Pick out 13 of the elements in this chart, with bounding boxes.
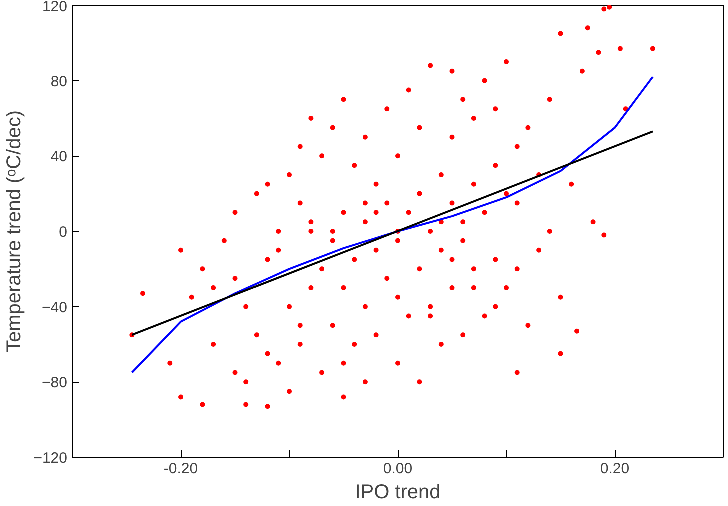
- y-tick-label: −120: [34, 450, 68, 467]
- y-tick-label: 0: [59, 224, 68, 241]
- y-tick-label: −80: [42, 374, 68, 392]
- x-axis-title: IPO trend: [355, 482, 441, 504]
- y-tick-label: 80: [50, 73, 68, 90]
- x-tick-label: -0.20: [164, 460, 198, 478]
- y-tick-label: −40: [42, 299, 68, 316]
- x-tick-label: 0.20: [600, 460, 630, 478]
- y-axis-title: Temperature trend (ᵒC/dec): [4, 110, 26, 353]
- line-series: [131, 76, 654, 374]
- y-tick-label: 40: [50, 148, 68, 166]
- y-tick-label: 120: [42, 0, 68, 16]
- x-tick-label: 0.00: [383, 460, 413, 478]
